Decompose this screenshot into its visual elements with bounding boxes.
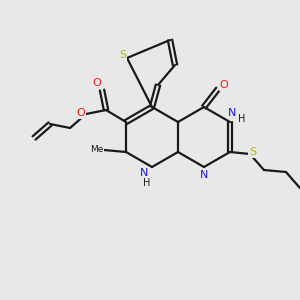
Text: N: N (228, 108, 236, 118)
Text: S: S (119, 50, 127, 60)
Text: N: N (200, 170, 208, 180)
Text: N: N (140, 168, 148, 178)
Text: S: S (249, 147, 256, 157)
Text: H: H (143, 178, 151, 188)
Text: O: O (93, 78, 101, 88)
Text: Me: Me (90, 145, 104, 154)
Text: H: H (238, 114, 246, 124)
Text: O: O (220, 80, 228, 90)
Text: O: O (76, 108, 85, 118)
